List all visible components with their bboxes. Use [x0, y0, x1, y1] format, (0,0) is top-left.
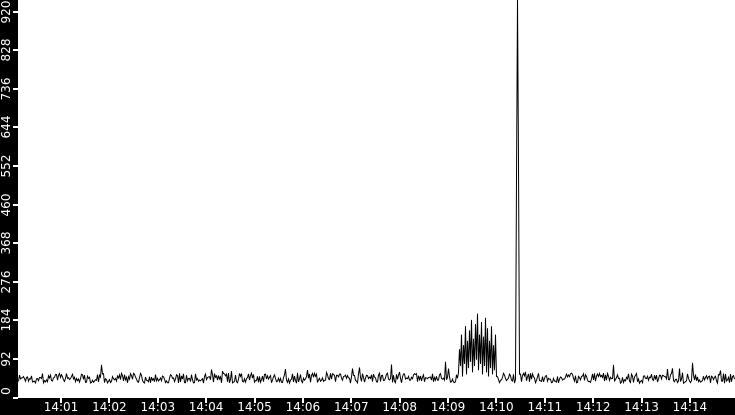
x-axis-tick: [398, 398, 401, 403]
x-axis-tick: [108, 398, 111, 403]
y-axis-tick: [13, 49, 18, 52]
y-axis-tick: [13, 357, 18, 360]
x-tick-label: 14:07: [334, 400, 369, 414]
plot-area: [18, 0, 735, 398]
y-tick-label: 460: [0, 193, 13, 216]
x-tick-label: 14:06: [285, 400, 321, 414]
x-axis-tick: [495, 398, 498, 403]
y-axis-tick: [13, 126, 18, 129]
signal-line: [18, 0, 735, 385]
x-tick-label: 14:05: [237, 400, 272, 414]
x-tick-label: 14:12: [575, 400, 611, 414]
y-tick-label: 276: [0, 270, 13, 294]
y-tick-label: 736: [0, 77, 13, 101]
x-axis-tick: [543, 398, 546, 403]
x-axis-tick: [301, 398, 304, 403]
y-axis-tick: [13, 203, 18, 206]
y-axis-tick: [13, 10, 18, 13]
y-axis-tick: [13, 164, 18, 167]
y-tick-label: 644: [0, 115, 13, 139]
x-tick-label: 14:02: [92, 400, 127, 414]
x-tick-label: 14:11: [527, 400, 563, 414]
x-axis-tick: [205, 398, 208, 403]
x-tick-label: 14:03: [140, 400, 176, 414]
x-tick-label: 14:08: [382, 400, 417, 414]
x-tick-label: 14:10: [479, 400, 514, 414]
x-axis-tick: [253, 398, 256, 403]
x-axis-tick: [350, 398, 353, 403]
x-tick-label: 14:01: [43, 400, 79, 414]
y-tick-label: 184: [0, 308, 13, 332]
x-axis-tick: [156, 398, 159, 403]
x-axis-tick: [592, 398, 595, 403]
x-axis-tick: [640, 398, 643, 403]
x-tick-label: 14:09: [430, 400, 466, 414]
x-tick-label: 14:04: [188, 400, 224, 414]
x-tick-label: 14:13: [624, 400, 659, 414]
y-tick-label: 92: [0, 351, 13, 367]
y-tick-label: 368: [0, 231, 13, 255]
signal-plot-svg: [18, 0, 735, 385]
x-axis-tick: [447, 398, 449, 403]
y-tick-label: 920: [0, 0, 13, 24]
y-axis-tick: [13, 280, 18, 283]
y-axis: 0 92 184 276 368 460 552 644 736 828 920: [0, 0, 18, 415]
x-tick-label: 14:14: [672, 400, 708, 414]
x-axis: 14:01 14:02 14:03 14:04 14:05 14:06 14:07 14:08…: [18, 398, 735, 415]
y-axis-tick: [13, 87, 18, 90]
y-axis-tick: [13, 242, 18, 245]
y-tick-label: 828: [0, 38, 13, 62]
x-axis-tick: [60, 398, 62, 403]
y-tick-label: 552: [0, 154, 13, 178]
x-axis-tick: [688, 398, 691, 403]
y-axis-tick: [13, 319, 18, 322]
y-axis-tick: [13, 396, 18, 399]
